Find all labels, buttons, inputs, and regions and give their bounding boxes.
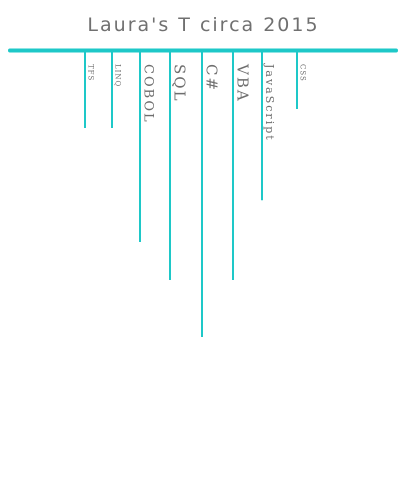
label-linq: LINQ (114, 64, 122, 87)
label-sql: SQL (171, 64, 189, 103)
skill-bars: TFS LINQ COBOL SQL C# VBA JavaScript CSS (84, 52, 307, 337)
label-css: CSS (299, 64, 307, 82)
label-javascript: JavaScript (263, 63, 276, 142)
label-vba: VBA (234, 63, 252, 103)
label-cobol: COBOL (140, 64, 155, 124)
label-tfs: TFS (87, 64, 95, 81)
chart-title: Laura's T circa 2015 (87, 14, 320, 36)
label-c-: C# (203, 64, 221, 92)
